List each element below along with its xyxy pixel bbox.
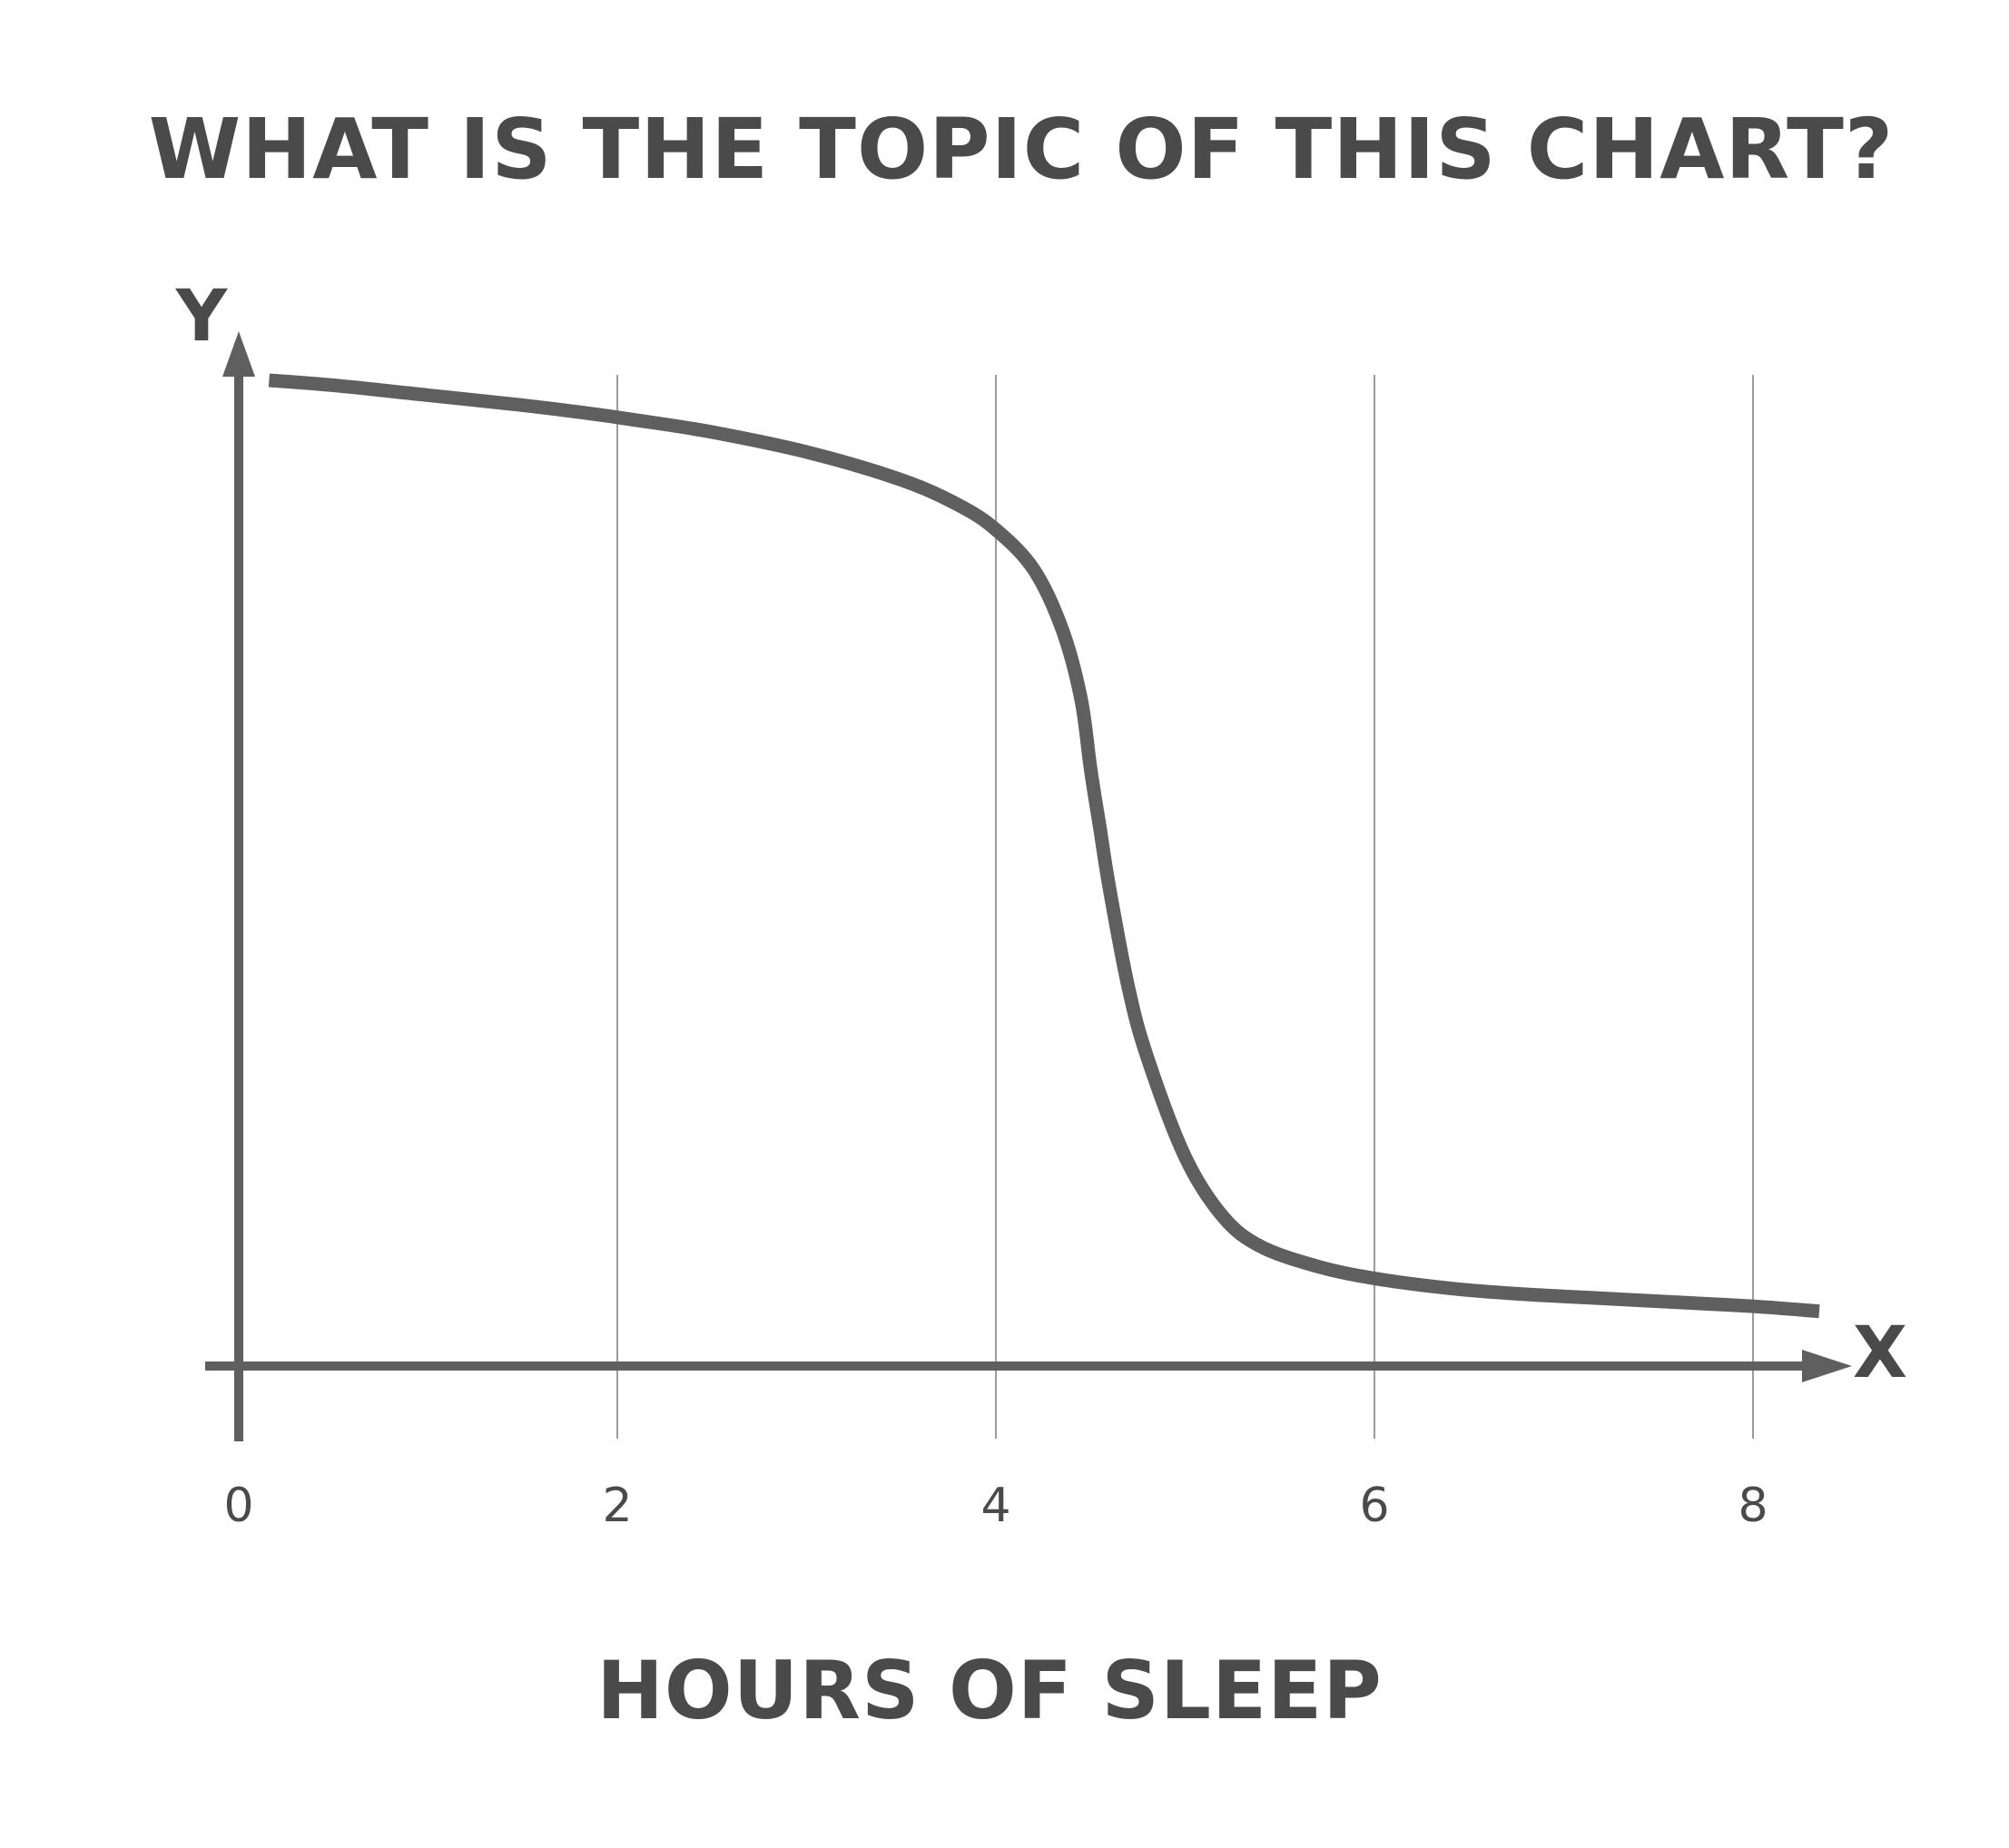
x-tick-label-0: 0 xyxy=(223,1479,253,1533)
x-tick-label-2: 2 xyxy=(602,1479,632,1533)
x-tick-label-6: 6 xyxy=(1359,1479,1389,1533)
y-axis-arrow xyxy=(222,331,255,377)
x-axis-letter: X xyxy=(1853,1312,1907,1394)
chart-title: WHAT IS THE TOPIC OF THIS CHART? xyxy=(149,101,1895,198)
series-line-1 xyxy=(268,373,1820,1319)
y-axis-letter: Y xyxy=(175,276,229,358)
x-axis-label: HOURS OF SLEEP xyxy=(596,1644,1382,1737)
axis-layer xyxy=(205,331,1852,1441)
grid-layer xyxy=(616,375,1754,1439)
tick-label-layer: 0 2 4 6 8 xyxy=(223,1479,1768,1533)
x-axis-arrow xyxy=(1802,1350,1852,1382)
series-layer xyxy=(268,373,1820,1319)
x-tick-label-4: 4 xyxy=(980,1479,1010,1533)
x-tick-label-8: 8 xyxy=(1738,1479,1768,1533)
